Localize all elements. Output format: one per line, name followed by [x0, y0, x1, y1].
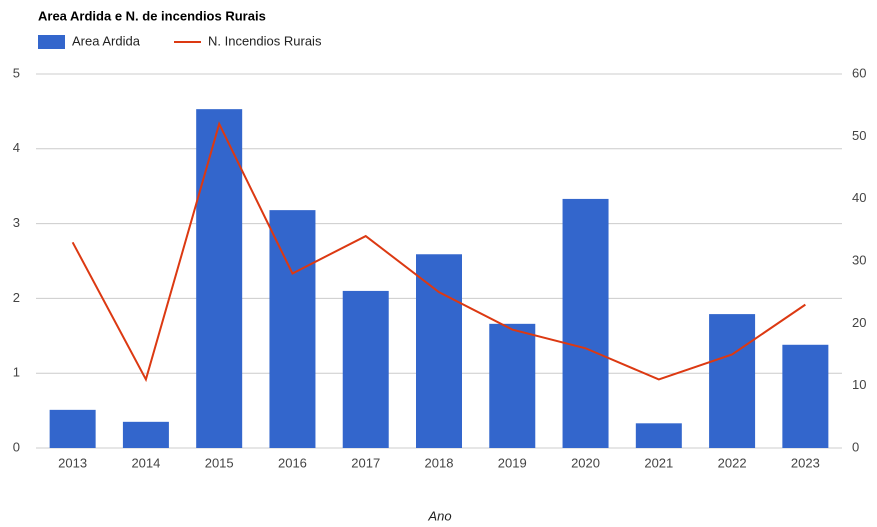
y2-tick-label: 50 [852, 128, 866, 143]
x-tick-label: 2021 [644, 455, 673, 470]
legend-label: Area Ardida [72, 33, 141, 48]
y2-tick-label: 0 [852, 439, 859, 454]
y2-tick-label: 30 [852, 252, 866, 267]
x-tick-label: 2017 [351, 455, 380, 470]
x-tick-label: 2014 [131, 455, 160, 470]
y2-tick-label: 40 [852, 190, 866, 205]
y-tick-label: 5 [13, 65, 20, 80]
bar [635, 423, 682, 448]
x-tick-label: 2019 [498, 455, 527, 470]
bar [269, 210, 316, 448]
bar [709, 314, 756, 448]
bar [196, 109, 243, 448]
legend-label: N. Incendios Rurais [208, 33, 322, 48]
x-tick-label: 2013 [58, 455, 87, 470]
x-tick-label: 2015 [205, 455, 234, 470]
y2-tick-label: 20 [852, 315, 866, 330]
legend-swatch [38, 35, 65, 49]
x-tick-label: 2018 [425, 455, 454, 470]
y-tick-label: 4 [13, 140, 20, 155]
bar [562, 198, 609, 448]
bar [489, 323, 536, 448]
bar [122, 421, 169, 448]
chart-title: Area Ardida e N. de incendios Rurais [38, 8, 266, 23]
bar [342, 290, 389, 448]
x-tick-label: 2020 [571, 455, 600, 470]
line [71, 121, 806, 383]
bar [49, 409, 96, 448]
y2-tick-label: 10 [852, 377, 866, 392]
x-axis-title: Ano [427, 508, 451, 523]
y-tick-label: 2 [13, 290, 20, 305]
bar [416, 254, 462, 448]
x-tick-label: 2023 [791, 455, 820, 470]
y2-tick-label: 60 [852, 65, 866, 80]
y-tick-label: 1 [13, 365, 20, 380]
y-tick-label: 0 [13, 439, 20, 454]
y-tick-label: 3 [13, 215, 20, 230]
x-tick-label: 2022 [718, 455, 747, 470]
x-tick-label: 2016 [278, 455, 307, 470]
bar [782, 344, 829, 448]
